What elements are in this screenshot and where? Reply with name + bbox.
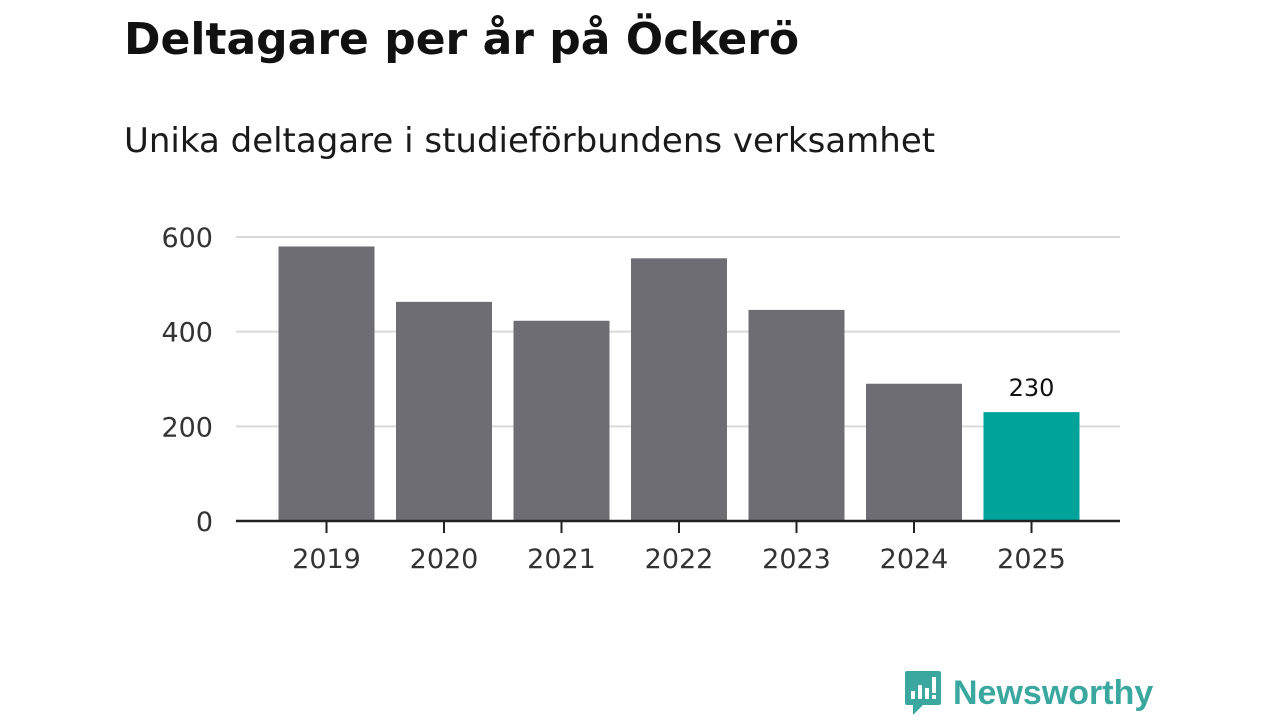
x-tick-label: 2021 xyxy=(527,544,596,575)
bar xyxy=(278,246,375,521)
bar xyxy=(396,301,492,521)
x-tick-label: 2019 xyxy=(292,544,361,575)
bar xyxy=(983,412,1080,521)
x-tick-label: 2024 xyxy=(880,544,949,575)
y-tick-label: 200 xyxy=(161,412,213,443)
x-tick-label: 2020 xyxy=(410,544,479,575)
bar xyxy=(866,383,962,521)
bar xyxy=(631,258,727,521)
data-label: 230 xyxy=(1009,374,1055,402)
chart-subtitle: Unika deltagare i studieförbundens verks… xyxy=(124,121,936,161)
bar xyxy=(748,309,845,521)
y-tick-label: 400 xyxy=(161,318,213,349)
y-tick-label: 0 xyxy=(196,507,213,538)
brand-name: Newsworthy xyxy=(953,673,1154,712)
y-tick-label: 600 xyxy=(161,223,213,254)
x-tick-label: 2022 xyxy=(645,544,714,575)
x-tick-label: 2023 xyxy=(762,544,831,575)
x-tick-label: 2025 xyxy=(997,544,1066,575)
newsworthy-logo-icon xyxy=(905,671,941,715)
bar xyxy=(513,320,610,521)
brand: Newsworthy xyxy=(903,670,1153,716)
chart-title: Deltagare per år på Öckerö xyxy=(124,14,800,65)
